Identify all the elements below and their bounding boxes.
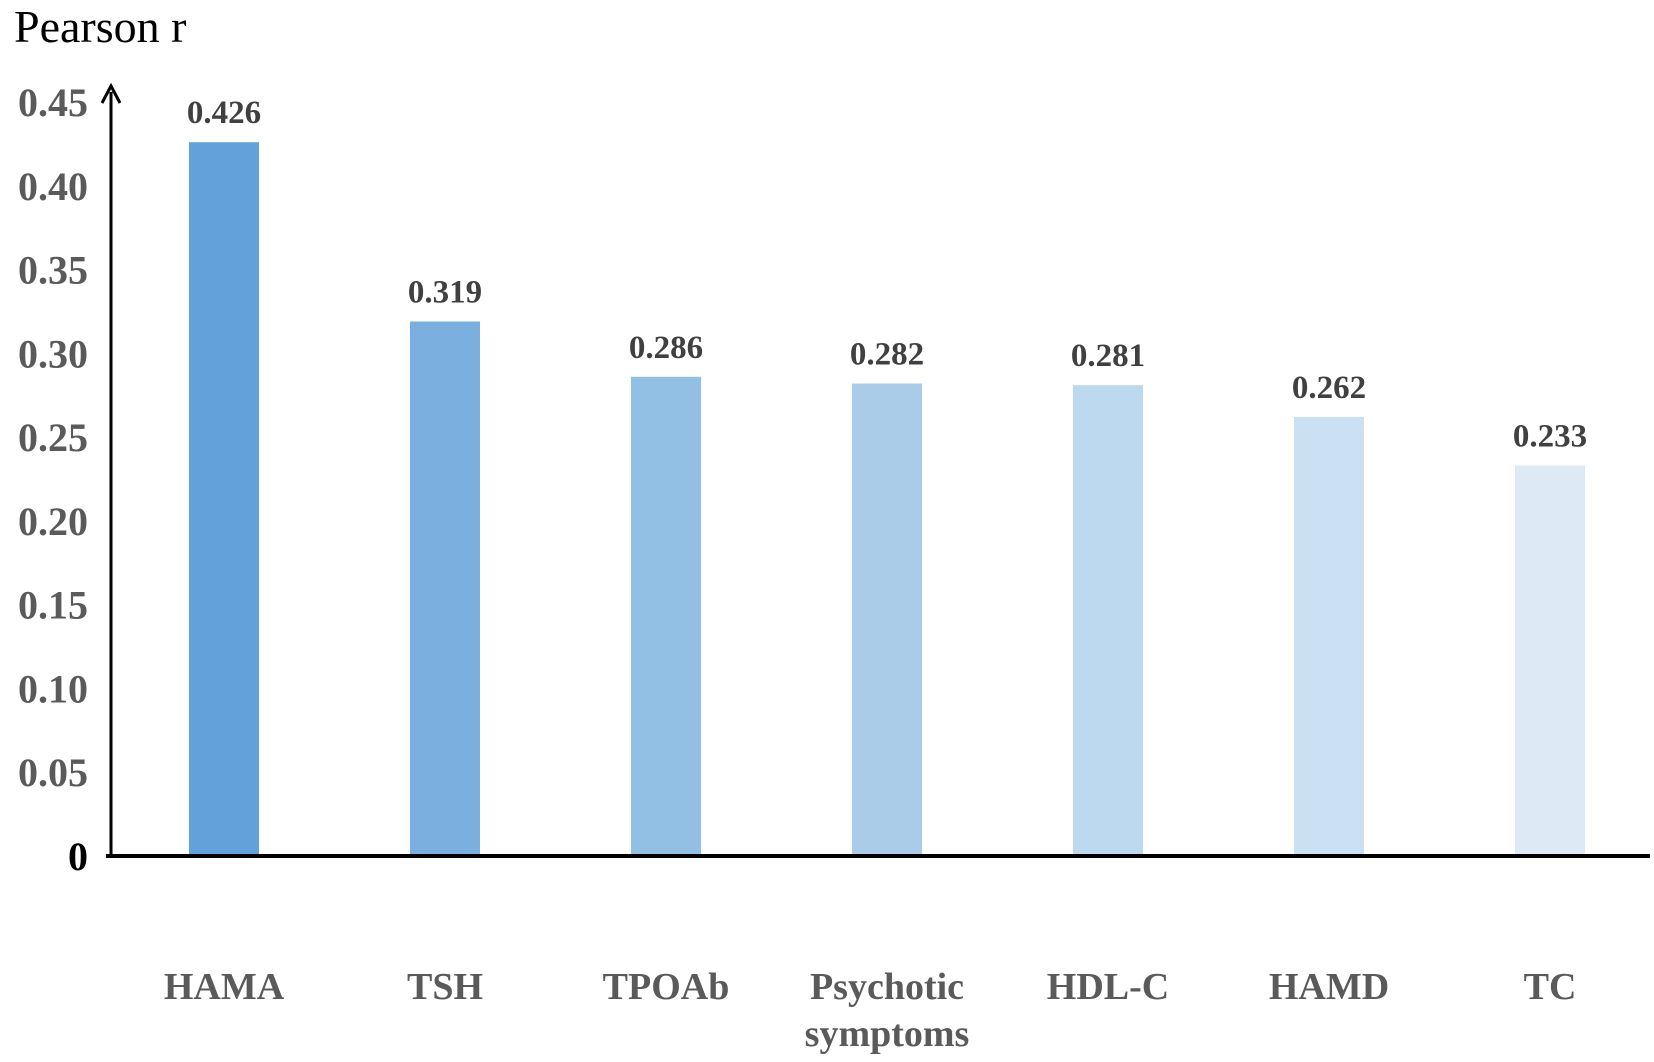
axes [100, 82, 1650, 858]
x-tick-label: Psychotic symptoms [805, 966, 970, 1055]
bar [410, 321, 480, 856]
y-tick-label: 0.25 [18, 415, 88, 460]
x-tick-label-line: symptoms [805, 1013, 970, 1055]
data-label: 0.282 [850, 336, 924, 372]
x-tick-label: TSH [407, 966, 483, 1008]
y-tick-label: 0.10 [18, 666, 88, 711]
x-tick-label-line: TSH [407, 966, 483, 1008]
data-labels: 0.426 0.319 0.286 0.282 0.281 0.262 0.233 [187, 95, 1587, 454]
x-tick-label-line: Psychotic [810, 966, 964, 1008]
y-tick-label: 0.45 [18, 80, 88, 125]
x-tick-label-line: HAMA [164, 966, 285, 1008]
bar [1073, 385, 1143, 856]
y-tick-label: 0.30 [18, 331, 88, 376]
bar [852, 383, 922, 856]
data-label: 0.286 [629, 330, 703, 366]
data-label: 0.281 [1071, 338, 1145, 374]
bars [189, 142, 1585, 857]
y-tick-label: 0.40 [18, 164, 88, 209]
y-axis-ticks: 0 0.05 0.10 0.15 0.20 0.25 0.30 0.35 0.40 0.45 [18, 80, 88, 879]
y-tick-label: 0.15 [18, 583, 88, 628]
data-label: 0.233 [1513, 419, 1587, 455]
bar [1294, 417, 1364, 856]
x-tick-label: TC [1524, 966, 1577, 1008]
x-axis-ticks: HAMA TSH TPOAb Psychotic symptoms HDL-C HAMD TC [164, 966, 1577, 1055]
y-tick-label: 0.35 [18, 248, 88, 293]
x-tick-label-line: HDL-C [1047, 966, 1169, 1008]
data-label: 0.319 [408, 274, 482, 310]
bar [189, 142, 259, 857]
x-tick-label: HDL-C [1047, 966, 1169, 1008]
x-tick-label-line: HAMD [1269, 966, 1389, 1008]
bar [1515, 465, 1585, 856]
x-tick-label: HAMD [1269, 966, 1389, 1008]
x-tick-label: HAMA [164, 966, 285, 1008]
x-tick-label-line: TPOAb [603, 966, 730, 1008]
y-axis-arrow [100, 82, 122, 104]
y-tick-label: 0 [68, 834, 88, 879]
x-tick-label: TPOAb [603, 966, 730, 1008]
chart-title: Pearson r [14, 1, 186, 52]
data-label: 0.262 [1292, 370, 1366, 406]
bar [631, 376, 701, 856]
data-label: 0.426 [187, 95, 261, 131]
y-tick-label: 0.20 [18, 499, 88, 544]
x-tick-label-line: TC [1524, 966, 1577, 1008]
y-tick-label: 0.05 [18, 750, 88, 795]
